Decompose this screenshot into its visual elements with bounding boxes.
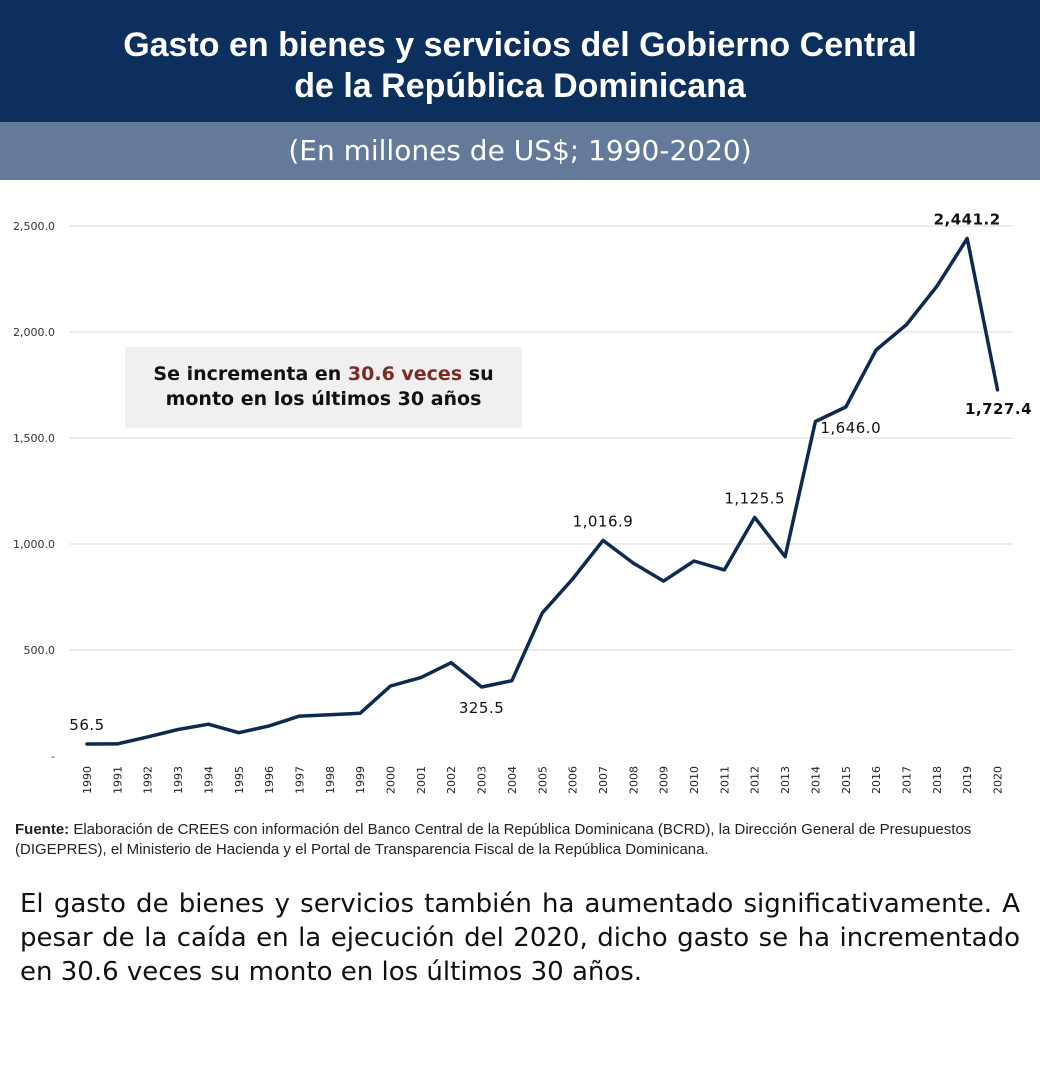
callout-text-before: Se incrementa en bbox=[153, 363, 348, 385]
data-label: 1,125.5 bbox=[724, 489, 785, 507]
x-tick-label: 2019 bbox=[961, 766, 974, 794]
x-tick-label: 2001 bbox=[415, 766, 428, 794]
source-label: Fuente: bbox=[15, 821, 70, 838]
data-label: 325.5 bbox=[459, 699, 504, 717]
x-tick-label: 1990 bbox=[81, 766, 94, 794]
callout-highlight: 30.6 veces bbox=[347, 363, 463, 385]
y-tick-label: 1,000.0 bbox=[13, 538, 55, 551]
x-tick-label: 1995 bbox=[233, 766, 246, 794]
chart-subtitle: (En millones de US$; 1990-2020) bbox=[0, 122, 1040, 180]
source-text: Elaboración de CREES con información del… bbox=[15, 821, 972, 858]
x-tick-label: 1991 bbox=[111, 766, 124, 794]
x-tick-label: 2004 bbox=[506, 766, 519, 794]
y-tick-label: 500.0 bbox=[24, 644, 56, 657]
callout-line2: monto en los últimos 30 años bbox=[165, 388, 482, 410]
series-line bbox=[85, 236, 1000, 746]
y-tick-label: 2,000.0 bbox=[13, 326, 55, 339]
x-tick-label: 1994 bbox=[202, 766, 215, 794]
x-tick-label: 2006 bbox=[567, 766, 580, 794]
x-tick-label: 2010 bbox=[688, 766, 701, 794]
x-tick-label: 1993 bbox=[172, 766, 185, 794]
x-tick-label: 2014 bbox=[809, 766, 822, 794]
summary-paragraph: El gasto de bienes y servicios también h… bbox=[20, 889, 1020, 987]
x-tick-label: 1992 bbox=[142, 766, 155, 794]
x-tick-label: 2016 bbox=[870, 766, 883, 794]
callout-text-after: su bbox=[462, 363, 494, 385]
line-chart: - 500.0 1,000.0 1,500.0 2,000.0 2,500.0 1990 19… bbox=[13, 210, 1032, 794]
chart-title-line2: de la República Dominicana bbox=[294, 67, 746, 105]
x-tick-label: 2015 bbox=[840, 766, 853, 794]
x-tick-label: 2018 bbox=[931, 766, 944, 794]
y-tick-label: - bbox=[51, 750, 55, 763]
x-tick-label: 2002 bbox=[445, 766, 458, 794]
data-label: 1,016.9 bbox=[573, 512, 634, 530]
x-tick-label: 2011 bbox=[718, 766, 731, 794]
x-tick-label: 1997 bbox=[293, 766, 306, 794]
title-banner: Gasto en bienes y servicios del Gobierno… bbox=[0, 0, 1040, 122]
x-tick-label: 2009 bbox=[658, 766, 671, 794]
data-label: 56.5 bbox=[69, 716, 104, 734]
y-tick-label: 1,500.0 bbox=[13, 432, 55, 445]
x-tick-label: 2000 bbox=[385, 766, 398, 794]
x-tick-label: 2020 bbox=[992, 766, 1005, 794]
data-label: 1,646.0 bbox=[820, 419, 881, 437]
x-tick-label: 2017 bbox=[900, 766, 913, 794]
x-tick-label: 1999 bbox=[354, 766, 367, 794]
x-tick-label: 2003 bbox=[476, 766, 489, 794]
x-tick-label: 2007 bbox=[597, 766, 610, 794]
x-tick-label: 2008 bbox=[627, 766, 640, 794]
data-label: 2,441.2 bbox=[934, 210, 1001, 228]
x-tick-label: 1998 bbox=[324, 766, 337, 794]
data-label: 1,727.4 bbox=[965, 400, 1032, 418]
callout-box: Se incrementa en 30.6 veces su monto en … bbox=[125, 347, 522, 428]
x-tick-label: 2005 bbox=[536, 766, 549, 794]
x-tick-label: 2012 bbox=[749, 766, 762, 794]
source-note: Fuente: Elaboración de CREES con informa… bbox=[15, 820, 1025, 860]
x-tick-label: 1996 bbox=[263, 766, 276, 794]
x-tick-label: 2013 bbox=[779, 766, 792, 794]
y-tick-label: 2,500.0 bbox=[13, 220, 55, 233]
chart-title-line1: Gasto en bienes y servicios del Gobierno… bbox=[123, 26, 917, 64]
